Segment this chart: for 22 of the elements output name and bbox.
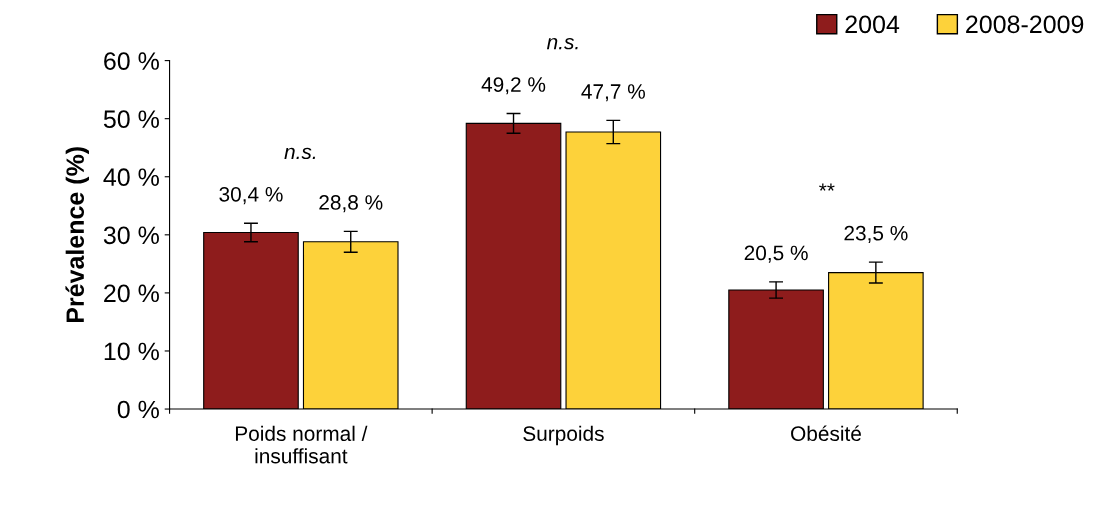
y-tick-label: 30 %	[103, 226, 159, 245]
data-label: 28,8 %	[319, 195, 383, 213]
y-tick-label: 40 %	[103, 168, 159, 187]
data-label: 49,2 %	[481, 77, 546, 95]
x-tick-label: Surpoids	[523, 425, 604, 446]
text: n.s.	[546, 37, 578, 50]
legend-label: 2004	[845, 15, 900, 34]
data-label: 47,7 %	[581, 84, 645, 102]
x-tick-label: Obésité	[791, 425, 861, 442]
y-tick-label: 20 %	[104, 284, 159, 303]
data-label: 30,4 %	[219, 186, 283, 205]
y-axis-title: Prévalence (%)	[65, 147, 89, 323]
y-tick-label: 60 %	[104, 52, 159, 70]
annotation: **	[819, 183, 835, 191]
y-tick-label: 10 %	[104, 342, 159, 361]
x-tick-label: Poids normal / insuffisant	[235, 425, 368, 464]
y-tick-label: 50 %	[103, 110, 159, 128]
data-label: 20,5 %	[744, 245, 808, 263]
y-tick-label: 0 %	[117, 400, 159, 419]
legend-label: 2008-2009	[966, 15, 1084, 34]
annotation: n.s.	[284, 147, 316, 160]
data-label: 23,5 %	[844, 225, 908, 244]
